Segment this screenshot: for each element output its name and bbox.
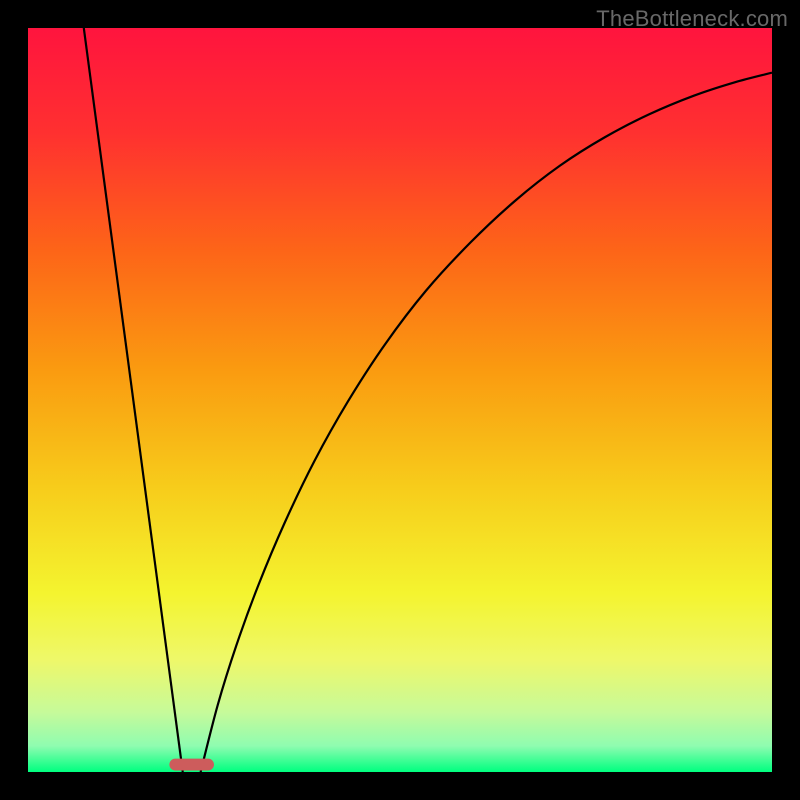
chart-container: TheBottleneck.com (0, 0, 800, 800)
bottleneck-marker (169, 759, 214, 771)
chart-svg (0, 0, 800, 800)
plot-background-gradient (28, 28, 772, 772)
watermark-text: TheBottleneck.com (596, 6, 788, 32)
